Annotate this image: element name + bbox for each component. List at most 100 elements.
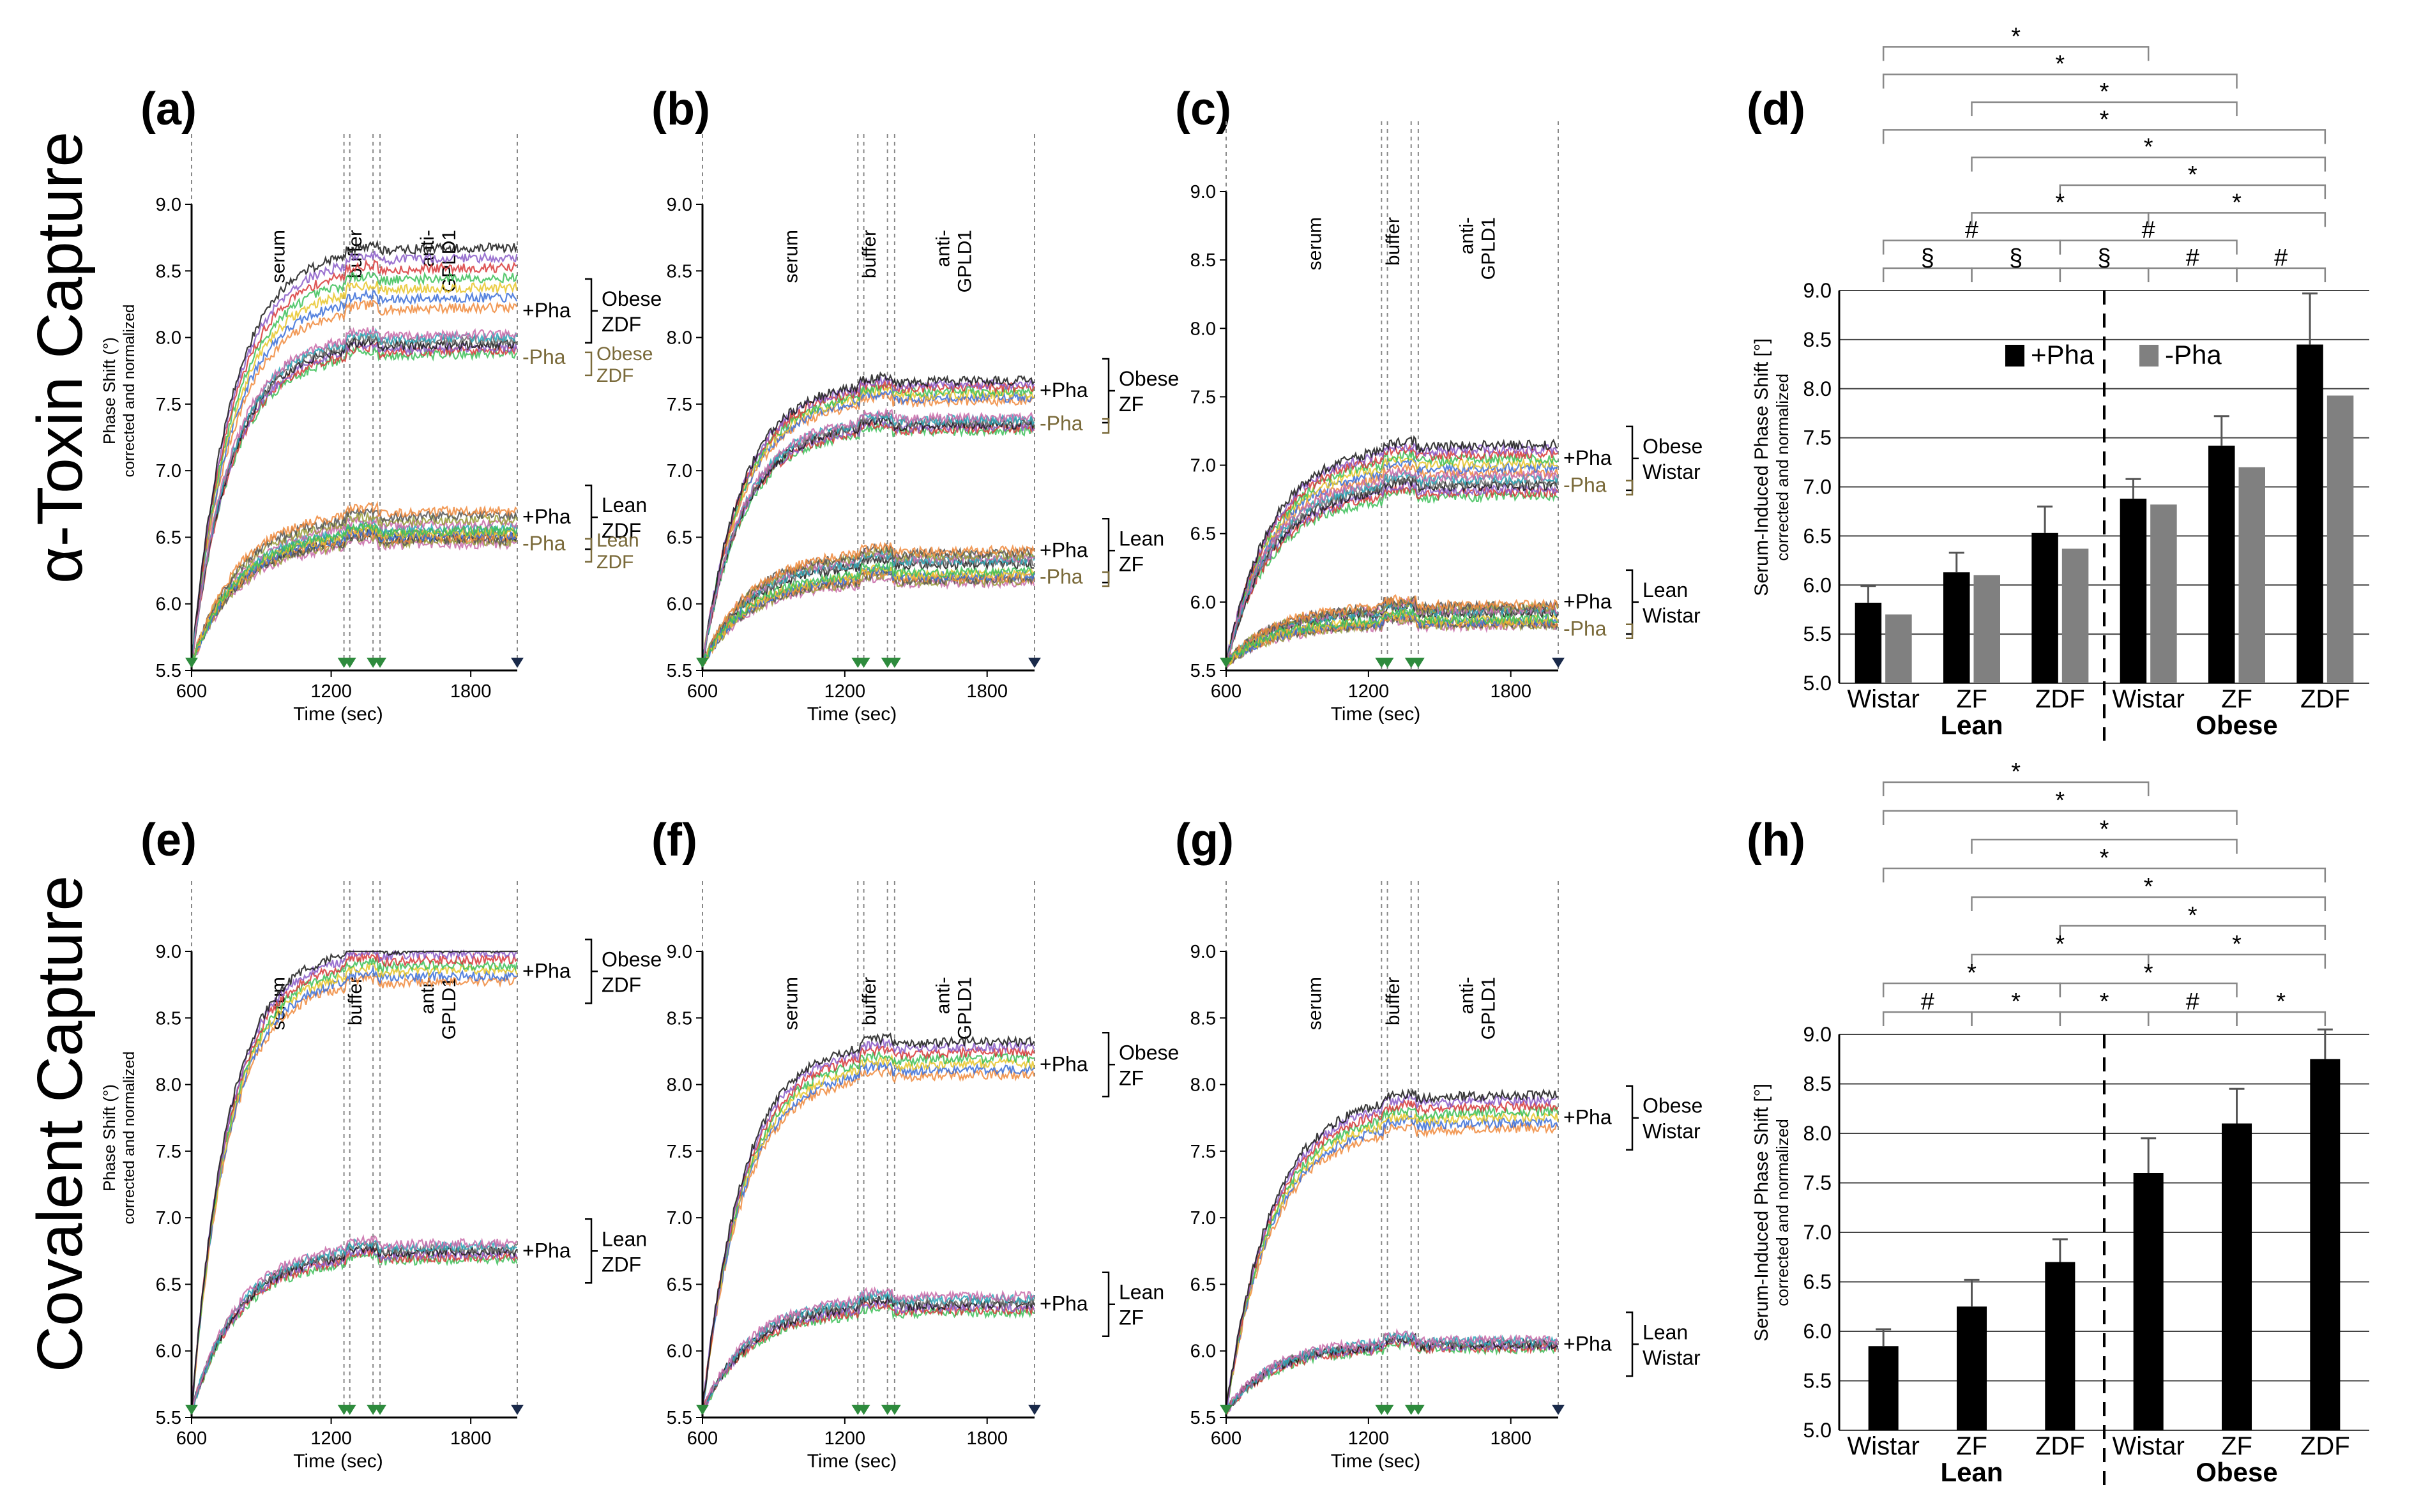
sig-symbol: # bbox=[1921, 988, 1934, 1015]
pha-label: +Pha bbox=[522, 1239, 571, 1262]
bar-plusPha-4 bbox=[2208, 445, 2235, 683]
trace-obese-zdf-pluspha bbox=[190, 951, 518, 1412]
phase-label-2-line2: GPLD1 bbox=[439, 977, 460, 1040]
y-tick-label: 5.0 bbox=[1803, 672, 1832, 695]
group-tag: Lean bbox=[1643, 1320, 1688, 1343]
sig-symbol: * bbox=[2011, 23, 2021, 50]
bar-minusPha-1 bbox=[1973, 575, 2000, 683]
group-tag: Obese bbox=[1119, 1041, 1179, 1064]
panel-f: (f) serum buffer anti- GPLD1 5.5 6.0 6.5 7.0 7.5 8… bbox=[651, 815, 1179, 1472]
row-label-alpha-toxin: α-Toxin Capture bbox=[24, 132, 96, 584]
trace-obese-zdf-pluspha bbox=[190, 280, 518, 665]
trace-obese-zf-pluspha bbox=[701, 1038, 1035, 1416]
y-tick-label: 6.0 bbox=[156, 594, 181, 615]
sig-bracket bbox=[1882, 73, 2238, 89]
group-brace bbox=[1626, 1085, 1639, 1151]
trace-lean-wistar-pluspha bbox=[1226, 1328, 1559, 1412]
panel-label: (c) bbox=[1175, 84, 1231, 135]
trace-obese-wistar-pluspha bbox=[1225, 1111, 1559, 1414]
bar-plusPha-5 bbox=[2310, 1059, 2341, 1430]
pha-label: +Pha bbox=[1040, 1292, 1088, 1315]
trace-lean-zdf-pluspha bbox=[191, 501, 518, 661]
group-tag-line2: ZDF bbox=[602, 519, 641, 542]
phase-label-2: anti- bbox=[417, 230, 438, 267]
event-marker bbox=[1411, 658, 1425, 668]
bar-plusPha-1 bbox=[1956, 1306, 1987, 1430]
trace-lean-zf-pluspha bbox=[702, 545, 1035, 665]
y-tick-label: 5.5 bbox=[1803, 623, 1832, 646]
sig-bracket bbox=[2236, 267, 2326, 282]
group-brace bbox=[585, 1218, 598, 1284]
bar-minusPha-2 bbox=[2061, 548, 2089, 683]
bar-plusPha-2 bbox=[2045, 1262, 2076, 1430]
trace-lean-wistar--pha bbox=[1225, 608, 1558, 664]
pha-label: +Pha bbox=[522, 959, 571, 982]
trace-obese-wistar-pluspha bbox=[1225, 1088, 1558, 1407]
pha-label: -Pha bbox=[1040, 412, 1083, 435]
y-tick-label: 7.0 bbox=[667, 461, 692, 481]
panel-b: (b) serum buffer anti- GPLD1 5.5 6.0 6.5 7.0 7.5 8… bbox=[651, 84, 1179, 725]
y-tick-label: 9.0 bbox=[1190, 942, 1216, 962]
trace-obese-zf-pluspha bbox=[701, 1044, 1035, 1409]
phase-label-1: buffer bbox=[345, 977, 366, 1025]
panel-label: (f) bbox=[651, 815, 697, 866]
sig-symbol: * bbox=[2011, 988, 2021, 1015]
group-tag-line2: Wistar bbox=[1643, 1346, 1701, 1369]
event-marker bbox=[857, 658, 870, 668]
event-marker bbox=[1220, 1405, 1233, 1415]
x-tick-label: 1200 bbox=[310, 681, 352, 702]
y-tick-label: 8.5 bbox=[1190, 1008, 1216, 1029]
category-label: ZF bbox=[1956, 1432, 1987, 1460]
sig-symbol: * bbox=[2100, 106, 2109, 133]
y-tick-label: 5.5 bbox=[1803, 1370, 1832, 1393]
trace-obese-zf-pluspha bbox=[701, 1049, 1035, 1414]
sig-bracket bbox=[2147, 953, 2326, 969]
y-axis-label: Serum-Induced Phase Shift [°] bbox=[1751, 1084, 1772, 1342]
sig-symbol: * bbox=[2188, 902, 2197, 929]
trace-obese-wistar--pha bbox=[1225, 487, 1558, 666]
sig-symbol: * bbox=[2055, 51, 2065, 78]
bar-plusPha-4 bbox=[2221, 1123, 2252, 1430]
sig-symbol: * bbox=[1967, 960, 1977, 987]
x-axis-label: Time (sec) bbox=[293, 1451, 383, 1472]
group-brace bbox=[1626, 425, 1639, 492]
y-axis-label-line2: corrected and normalized bbox=[121, 1052, 138, 1225]
pha-label: -Pha bbox=[1563, 474, 1607, 497]
event-marker bbox=[511, 1405, 524, 1415]
sig-bracket bbox=[1971, 156, 2326, 172]
pha-label: +Pha bbox=[1563, 1106, 1612, 1129]
trace-obese-zf--pha bbox=[701, 410, 1035, 662]
x-axis-label: Time (sec) bbox=[1331, 704, 1421, 725]
category-label: ZF bbox=[2221, 1432, 2252, 1460]
pha-label: +Pha bbox=[1563, 446, 1612, 469]
phase-label-2: anti- bbox=[932, 977, 953, 1014]
bar-plusPha-3 bbox=[2120, 498, 2147, 683]
bar-plusPha-3 bbox=[2133, 1173, 2164, 1430]
category-label: ZF bbox=[1956, 685, 1987, 713]
trace-obese-zdf--pha bbox=[190, 341, 518, 662]
event-marker bbox=[1381, 1405, 1394, 1415]
pha-label: +Pha bbox=[1040, 1052, 1088, 1075]
y-tick-label: 6.5 bbox=[156, 527, 181, 548]
x-tick-label: 600 bbox=[687, 1428, 718, 1449]
bar-plusPha-0 bbox=[1855, 602, 1882, 683]
trace-lean-wistar-pluspha bbox=[1226, 1334, 1559, 1412]
group-tag: Lean bbox=[602, 494, 647, 517]
trace-obese-zdf-pluspha bbox=[190, 949, 517, 1408]
sig-symbol: * bbox=[2144, 960, 2153, 987]
group-tag: Lean bbox=[1119, 527, 1164, 550]
bar-minusPha-0 bbox=[1885, 614, 1912, 683]
trace-obese-wistar-pluspha bbox=[1226, 444, 1558, 663]
event-marker bbox=[1552, 1405, 1565, 1415]
trace-obese-zf--pha bbox=[701, 407, 1035, 661]
group-brace bbox=[1626, 569, 1639, 635]
category-label: ZDF bbox=[2035, 1432, 2085, 1460]
trace-obese-wistar-pluspha bbox=[1226, 435, 1558, 662]
trace-obese-zdf-pluspha bbox=[190, 965, 517, 1409]
group-tag: Obese bbox=[1643, 1094, 1703, 1117]
sig-symbol: * bbox=[2232, 189, 2242, 216]
phase-label-2-line2: GPLD1 bbox=[1478, 217, 1499, 280]
sig-symbol: # bbox=[2142, 217, 2155, 244]
trace-obese-zdf-pluspha bbox=[190, 250, 518, 663]
y-tick-label: 7.0 bbox=[1803, 476, 1832, 499]
